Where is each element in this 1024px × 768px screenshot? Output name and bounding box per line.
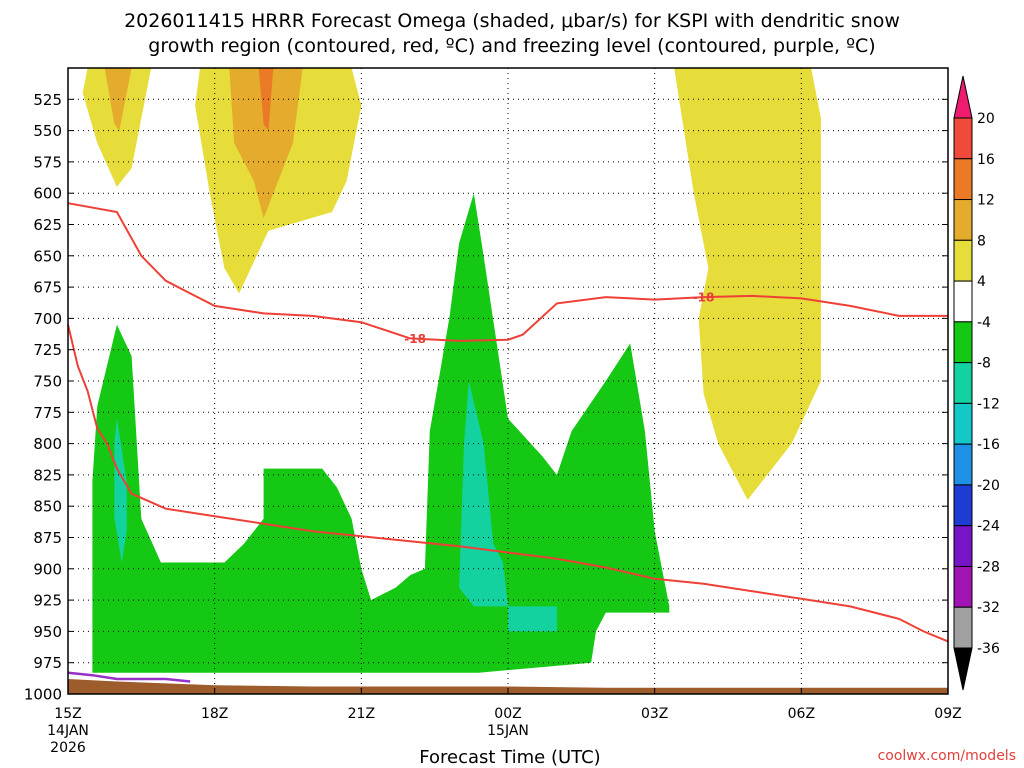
- y-tick-label: 700: [33, 310, 62, 328]
- colorbar-top-triangle: [953, 75, 973, 119]
- colorbar-box: [953, 239, 973, 282]
- colorbar-box: [953, 362, 973, 404]
- dgz-contour-0: [67, 202, 948, 342]
- x-tick-label: 00Z: [494, 706, 521, 722]
- colorbar-box: [953, 158, 973, 201]
- colorbar-box: [953, 484, 973, 527]
- colorbar-box: [953, 117, 973, 160]
- x-tick-label: 09Z: [934, 706, 961, 722]
- x-axis-label: Forecast Time (UTC): [419, 747, 600, 768]
- y-tick-label: 650: [33, 247, 62, 265]
- x-tick-label: 21Z: [348, 706, 375, 722]
- colorbar-label: -36: [977, 641, 1000, 657]
- y-tick-label: 1000: [24, 686, 62, 704]
- chart-title-line2: growth region (contoured, red, ºC) and f…: [148, 35, 875, 57]
- x-tick-label: 03Z: [641, 706, 668, 722]
- x-tick-label: 15Z: [54, 706, 81, 722]
- y-tick-label: 850: [33, 498, 62, 516]
- colorbar-label: -32: [977, 600, 1000, 616]
- y-tick-label: 575: [33, 153, 62, 171]
- y-tick-label: 675: [33, 279, 62, 297]
- colorbar-label: 8: [977, 233, 986, 249]
- y-tick-label: 625: [33, 216, 62, 234]
- dgz-contour-label: -18: [693, 291, 715, 305]
- ground-fill: [68, 679, 948, 694]
- y-tick-label: 825: [33, 466, 62, 484]
- colorbar-box: [953, 199, 973, 241]
- x-tick-date-label: 15JAN: [487, 723, 529, 739]
- colorbar-bottom-triangle: [953, 647, 973, 691]
- ground-layer: [68, 679, 948, 694]
- colorbar-box: [953, 443, 973, 486]
- colorbar-label: -12: [977, 396, 1000, 412]
- colorbar-label: 12: [977, 193, 995, 209]
- colorbar-label: -24: [977, 519, 1000, 535]
- y-tick-label: 600: [33, 185, 62, 203]
- dgz-contour-label: -18: [404, 332, 426, 346]
- y-tick-label: 975: [33, 654, 62, 672]
- y-tick-label: 950: [33, 623, 62, 641]
- y-tick-label: 725: [33, 341, 62, 359]
- y-tick-label: 550: [33, 122, 62, 140]
- freezing-level-contour: [67, 671, 191, 683]
- colorbar-box: [953, 525, 973, 567]
- colorbar-box: [953, 280, 973, 323]
- omega-region-4: [258, 68, 274, 131]
- omega-region-6: [92, 193, 670, 673]
- colorbar-box: [953, 321, 973, 364]
- colorbar-label: 20: [977, 111, 995, 127]
- colorbar-label: 16: [977, 152, 995, 168]
- y-tick-label: 900: [33, 560, 62, 578]
- y-tick-label: 525: [33, 91, 62, 109]
- omega-region-7: [114, 418, 127, 563]
- grid-lines: [68, 68, 948, 694]
- colorbar-box: [953, 402, 973, 445]
- y-tick-label: 875: [33, 529, 62, 547]
- colorbar-label: -16: [977, 437, 1000, 453]
- y-tick-label: 925: [33, 592, 62, 610]
- chart-title-line1: 2026011415 HRRR Forecast Omega (shaded, …: [124, 10, 900, 32]
- y-axis-ticks: 525 550 575 600 625 650 675 700 725 750 775 800 825 8…: [24, 91, 948, 704]
- x-tick-label: 18Z: [201, 706, 228, 722]
- y-tick-label: 775: [33, 404, 62, 422]
- x-tick-label: 06Z: [788, 706, 815, 722]
- omega-region-9: [508, 606, 557, 632]
- colorbar-box: [953, 606, 973, 649]
- omega-region-5: [674, 68, 821, 500]
- x-tick-date-label: 14JAN: [47, 723, 89, 739]
- credit-text: coolwx.com/models: [878, 748, 1016, 764]
- colorbar-label: -28: [977, 559, 1000, 575]
- omega-region-3: [229, 68, 303, 219]
- dgz-contour-1: [67, 324, 949, 643]
- x-tick-year-label: 2026: [50, 740, 86, 756]
- contour-lines: -18 -18: [67, 202, 949, 683]
- colorbar-box: [953, 565, 973, 608]
- colorbar-label: -8: [977, 356, 991, 372]
- colorbar-label: 4: [977, 274, 986, 290]
- colorbar-label: -20: [977, 478, 1000, 494]
- shaded-regions: [82, 68, 821, 673]
- colorbar-label: -4: [977, 315, 991, 331]
- colorbar: 20 16 12 8 4 -4 -8 -12 -16 -20 -24 -28 -32 -36: [953, 75, 1000, 691]
- y-tick-label: 800: [33, 435, 62, 453]
- y-tick-label: 750: [33, 373, 62, 391]
